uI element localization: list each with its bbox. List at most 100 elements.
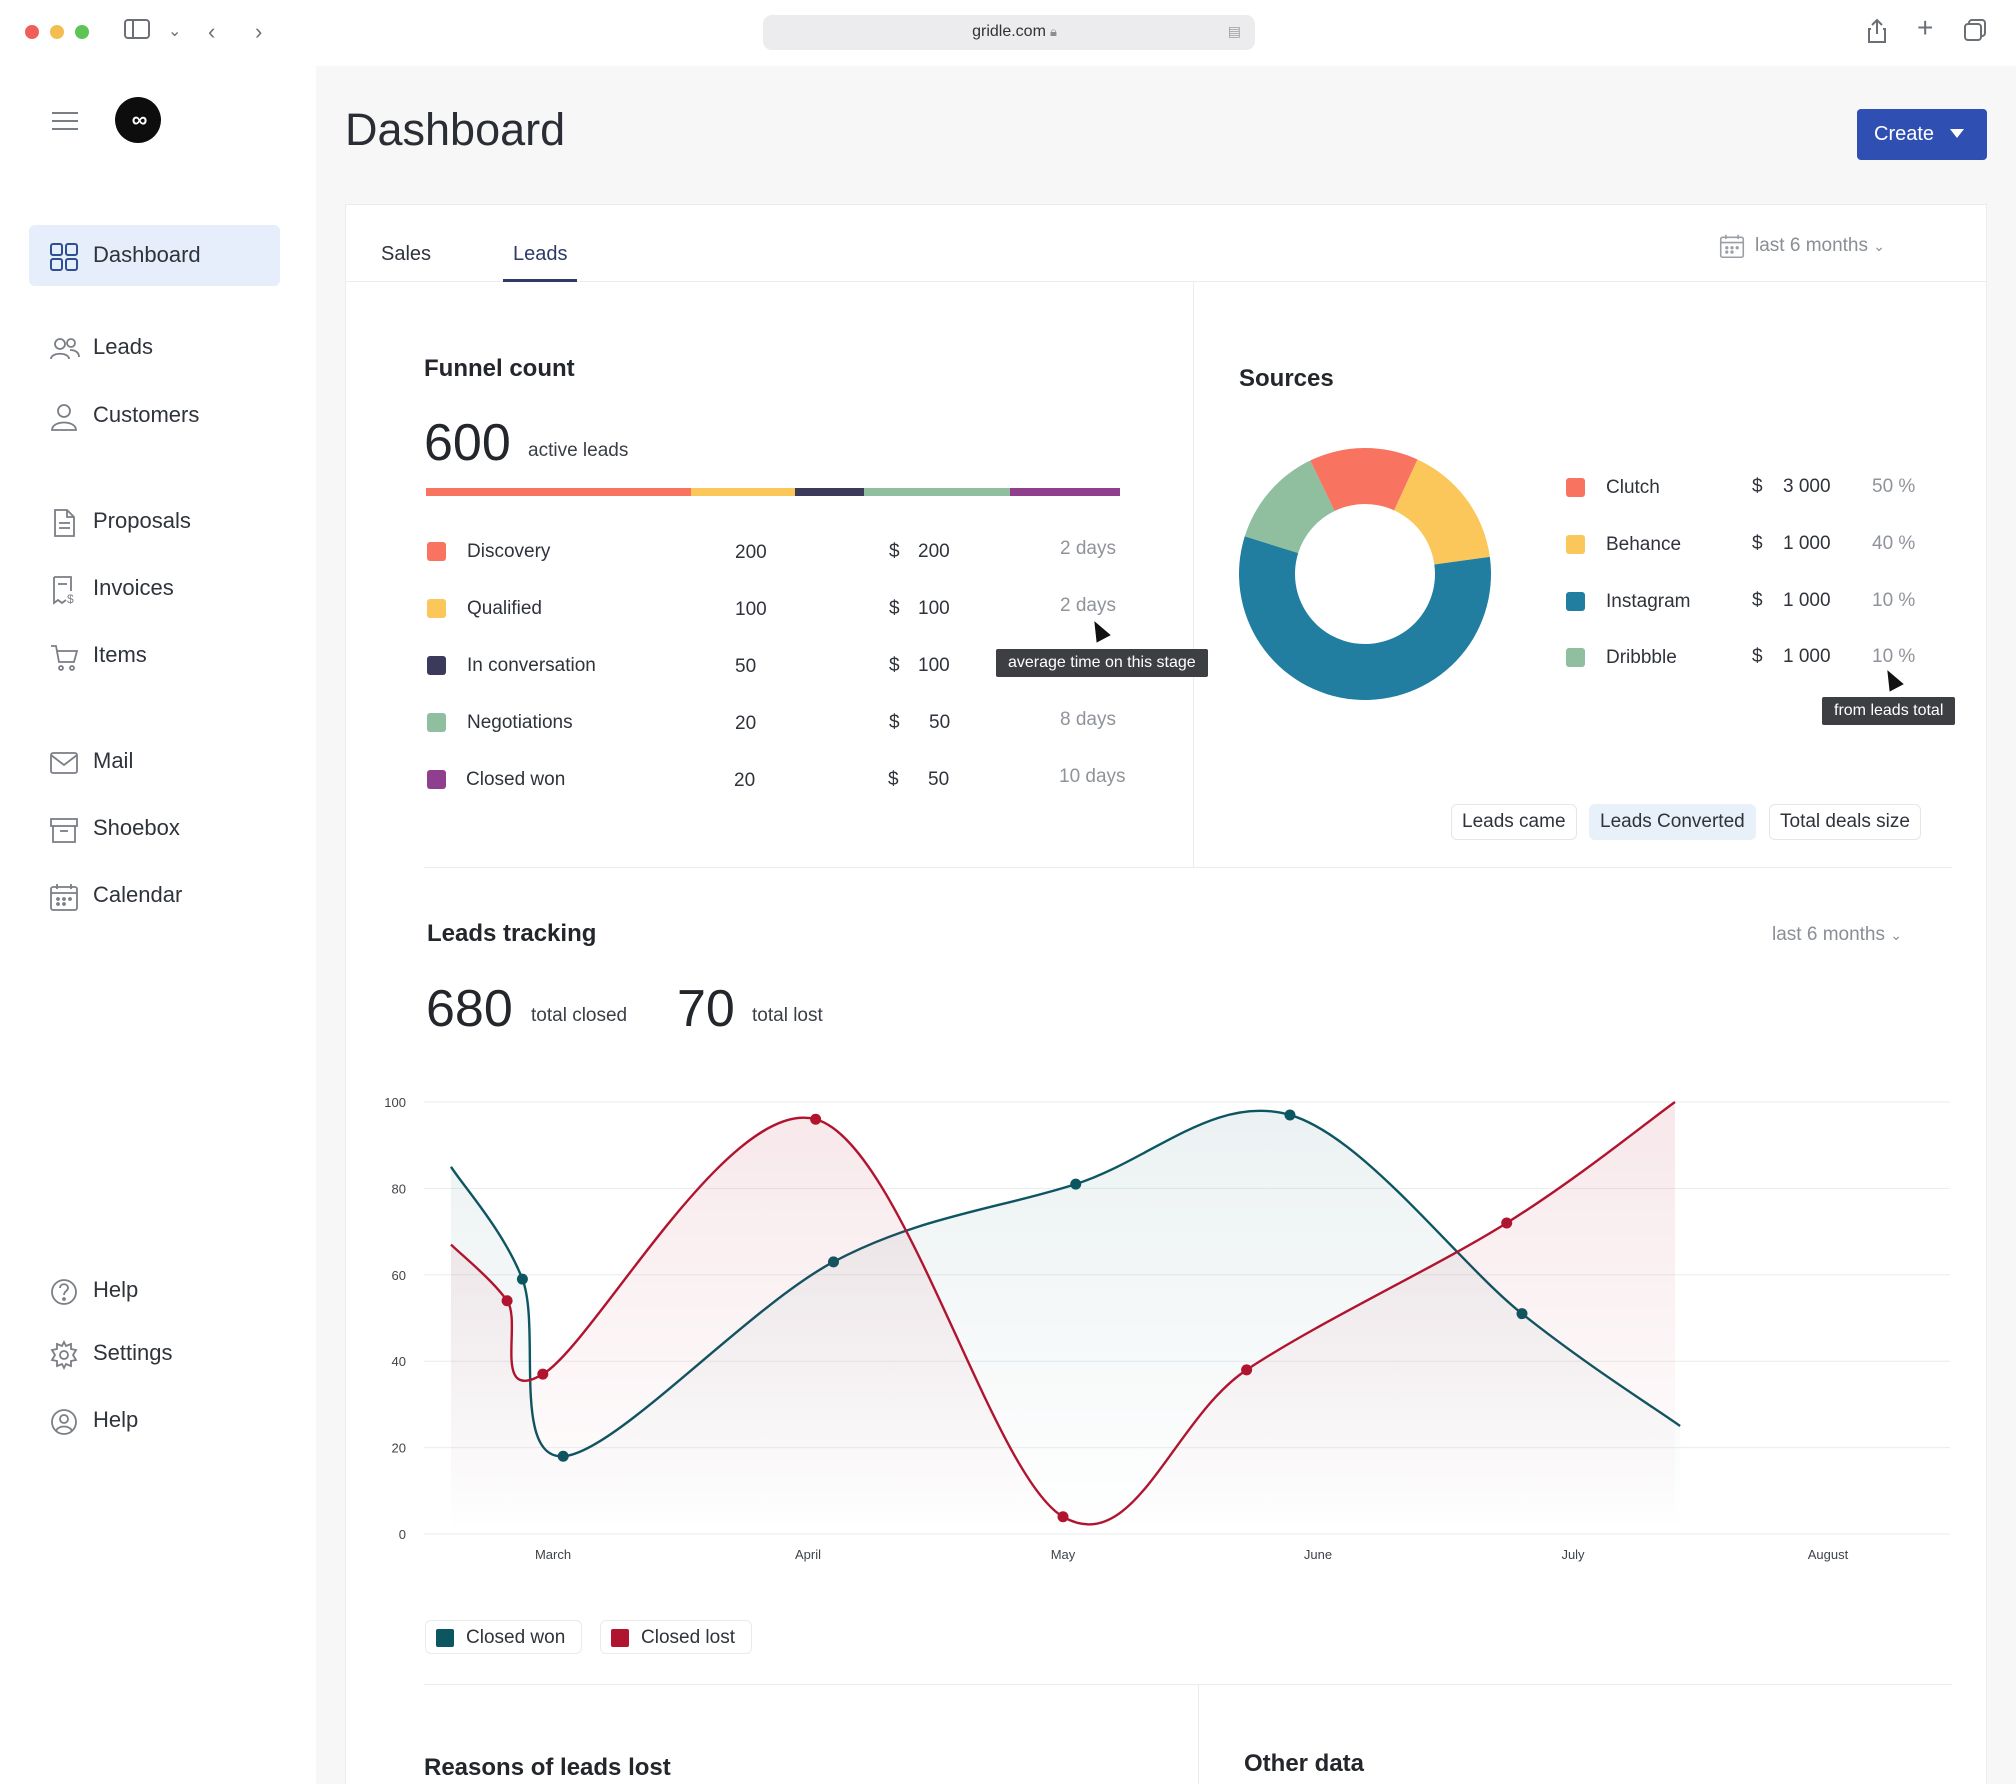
source-name: Instagram [1606,591,1691,612]
stage-name: In conversation [467,655,596,676]
sidebar-item-label: Leads [93,334,153,359]
source-currency: $ [1752,476,1763,497]
source-name: Behance [1606,534,1682,555]
chevron-down-icon: ⌄ [1873,238,1886,254]
create-button-label: Create [1874,123,1935,145]
sidebar-item-label: Proposals [93,508,191,533]
toggle-leads-came[interactable]: Leads came [1451,804,1577,840]
donut-slice-instagram[interactable] [1239,536,1491,700]
source-swatch [1566,648,1585,667]
sidebar-item-label: Help [93,1407,139,1432]
data-point[interactable] [516,1273,528,1285]
lock-icon: 🔒︎ [1050,24,1057,39]
leads-tracking-title: Leads tracking [427,920,597,947]
y-tick-label: 20 [392,1441,406,1456]
stage-currency: $ [889,655,900,676]
source-percent: 10 % [1872,646,1916,667]
sidebar-item-invoices[interactable]: $ Invoices [29,558,280,619]
funnel-title: Funnel count [424,355,575,382]
date-range-select[interactable]: last 6 months ⌄ [1755,235,1885,257]
url-text: gridle.com [972,23,1046,40]
total-lost-count: 70 [677,980,735,1038]
source-amount: 3 000 [1783,476,1831,497]
legend-label: Closed won [466,1627,566,1648]
sidebar-item-leads[interactable]: Leads [29,317,280,378]
maximize-window-button[interactable] [75,25,89,39]
stage-amount: 200 [918,541,950,562]
funnel-stage-bar [426,488,1120,496]
minimize-window-button[interactable] [50,25,64,39]
stage-name: Qualified [467,598,542,619]
sidebar-item-dashboard[interactable]: Dashboard [29,225,280,286]
legend-label: Closed lost [641,1627,735,1648]
logo[interactable]: ∞ [115,97,161,143]
data-point[interactable] [1070,1178,1082,1190]
caret-down-icon [1950,129,1964,138]
share-icon[interactable] [1866,18,1888,51]
x-tick-label: July [1561,1547,1585,1562]
sidebar-item-label: Customers [93,402,200,427]
tab-leads[interactable]: Leads [513,243,568,265]
address-bar[interactable]: gridle.com 🔒︎ ▤ [763,15,1255,50]
data-point[interactable] [810,1113,822,1125]
sidebar-item-label: Settings [93,1340,173,1365]
donut-slice-clutch[interactable] [1310,448,1418,511]
series-line-closed-lost[interactable] [450,1101,1676,1526]
sidebar-item-items[interactable]: Items [29,625,280,686]
reader-icon[interactable]: ▤ [1227,23,1241,39]
data-point[interactable] [1284,1109,1296,1121]
sidebar-item-calendar[interactable]: Calendar [29,865,280,926]
stage-name: Negotiations [467,712,573,733]
chevron-down-icon[interactable]: ⌄ [168,23,182,40]
tabs-overview-icon[interactable] [1963,18,1987,49]
vertical-divider [1198,1685,1199,1784]
sidebar-item-label: Calendar [93,882,183,907]
source-amount: 1 000 [1783,533,1831,554]
create-button[interactable]: Create [1857,109,1987,160]
stage-amount: 100 [918,598,950,619]
stage-amount: 50 [929,712,951,733]
source-amount: 1 000 [1783,646,1831,667]
tracking-range-label: last 6 months [1772,924,1885,945]
source-name: Clutch [1606,477,1660,498]
data-point[interactable] [501,1295,513,1307]
source-swatch [1566,478,1585,497]
sidebar-toggle-icon[interactable] [124,18,150,47]
browser-toolbar: ⌄ ‹ › gridle.com 🔒︎ ▤ + [0,0,2016,66]
stage-segment-closed-won [1010,488,1120,496]
stage-segment-qualified [691,488,795,496]
legend-closed-lost[interactable]: Closed lost [600,1620,752,1654]
sidebar-item-help[interactable]: Help [29,1260,280,1321]
donut-slice-dribbble[interactable] [1244,460,1335,554]
tab-sales[interactable]: Sales [381,243,432,265]
stage-currency: $ [889,598,900,619]
back-icon[interactable]: ‹ [208,19,216,44]
legend-closed-won[interactable]: Closed won [425,1620,582,1654]
forward-icon[interactable]: › [255,19,263,44]
sidebar-item-customers[interactable]: Customers [29,385,280,446]
sidebar-item-label: Shoebox [93,815,180,840]
toggle-leads-converted[interactable]: Leads Converted [1589,804,1756,840]
source-percent: 50 % [1872,476,1916,497]
sidebar-item-settings[interactable]: Settings [29,1323,280,1384]
tracking-range-select[interactable]: last 6 months ⌄ [1772,924,1902,946]
x-tick-label: August [1808,1547,1849,1562]
sidebar-item-help-account[interactable]: Help [29,1390,280,1451]
close-window-button[interactable] [25,25,39,39]
data-point[interactable] [1057,1511,1069,1523]
menu-icon[interactable] [52,112,78,136]
data-point[interactable] [1241,1364,1253,1376]
x-tick-label: March [535,1547,571,1562]
y-tick-label: 80 [392,1181,406,1196]
sidebar-item-shoebox[interactable]: Shoebox [29,798,280,859]
data-point[interactable] [1501,1217,1513,1229]
new-tab-icon[interactable]: + [1917,12,1934,43]
source-percent: 40 % [1872,533,1916,554]
toggle-total-deals-size[interactable]: Total deals size [1769,804,1921,840]
sidebar-item-mail[interactable]: Mail [29,731,280,792]
donut-slice-behance[interactable] [1394,459,1490,565]
stage-swatch [427,542,446,561]
sidebar-item-proposals[interactable]: Proposals [29,491,280,552]
data-point[interactable] [537,1368,549,1380]
sidebar: ∞ [0,66,316,1784]
